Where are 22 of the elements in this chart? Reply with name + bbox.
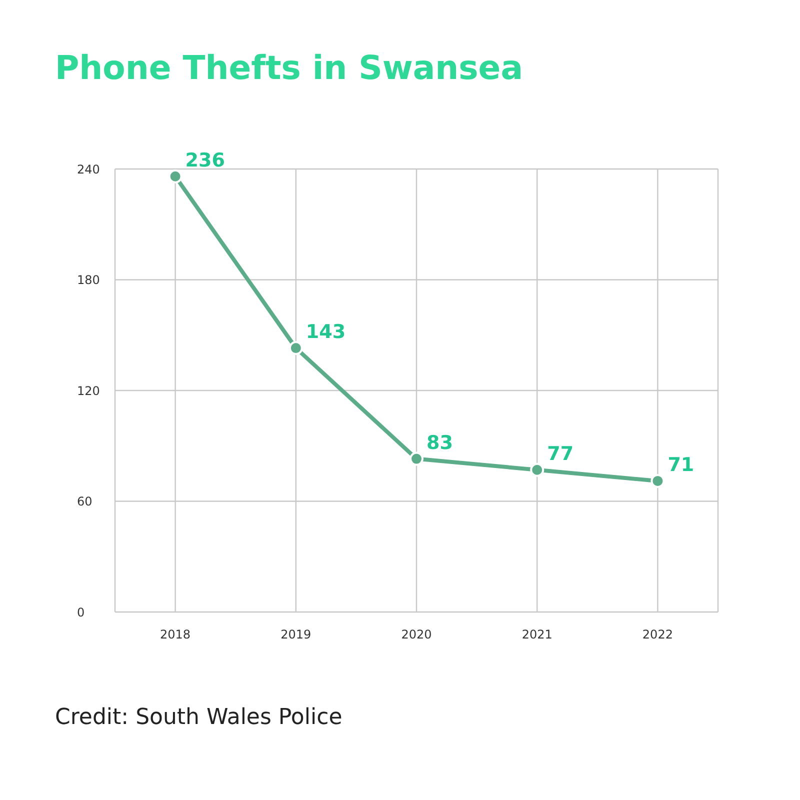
y-tick-label: 180 <box>77 273 100 288</box>
data-label: 143 <box>306 321 346 344</box>
data-label: 77 <box>547 442 574 465</box>
data-label: 236 <box>185 149 225 172</box>
point <box>168 169 182 184</box>
data-label: 71 <box>668 454 694 476</box>
text: Credit: South Wales Police <box>55 705 342 730</box>
y-tick-label: 0 <box>77 605 85 620</box>
x-tick-label: 2020 <box>401 628 432 642</box>
x-tick-label: 2022 <box>642 628 673 642</box>
point <box>650 474 665 488</box>
point <box>410 452 424 466</box>
y-tick-label: 60 <box>77 494 92 509</box>
data-label: 83 <box>426 432 453 454</box>
point <box>288 341 303 356</box>
x-tick-label: 2018 <box>160 628 191 642</box>
y-tick-label: 240 <box>77 162 100 176</box>
x-tick-label: 2021 <box>522 628 552 642</box>
point <box>530 462 544 477</box>
y-tick-label: 120 <box>77 384 100 398</box>
x-tick-label: 2019 <box>280 628 312 642</box>
chart-title: Phone Thefts in Swansea <box>55 48 523 87</box>
